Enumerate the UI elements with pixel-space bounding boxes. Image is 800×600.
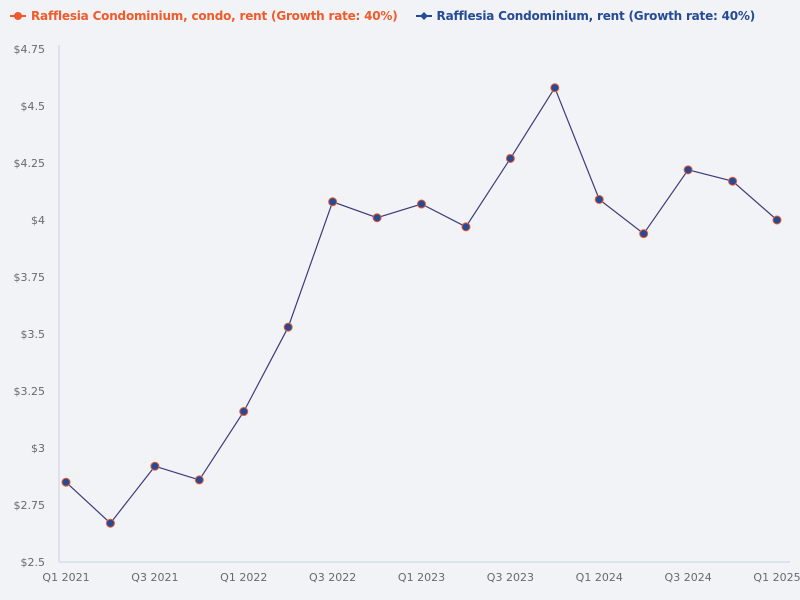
legend-label-condo-rent: Rafflesia Condominium, condo, rent (Grow…: [31, 9, 398, 23]
data-point[interactable]: [105, 518, 115, 528]
data-point[interactable]: [550, 83, 560, 93]
diamond-marker-icon: [415, 12, 432, 20]
x-tick-label: Q1 2021: [42, 571, 89, 584]
data-point[interactable]: [728, 176, 738, 186]
y-tick-label: $2.75: [14, 499, 46, 512]
x-axis: Q1 2021 Q3 2021 Q1 2022 Q3 2022 Q1 2023 Q3 20…: [42, 561, 800, 584]
y-tick-label: $3: [31, 442, 45, 455]
data-point[interactable]: [594, 194, 604, 204]
chart-legend: Rafflesia Condominium, condo, rent (Grow…: [10, 9, 773, 23]
data-point[interactable]: [683, 165, 693, 175]
x-tick-label: Q1 2025: [753, 571, 800, 584]
x-tick-label: Q3 2023: [487, 571, 534, 584]
x-tick-label: Q1 2022: [220, 571, 267, 584]
y-tick-label: $3.75: [14, 271, 46, 284]
y-tick-label: $4: [31, 214, 45, 227]
data-point[interactable]: [639, 229, 649, 239]
data-point[interactable]: [772, 215, 782, 225]
circle-marker-icon: [10, 12, 26, 20]
data-point[interactable]: [461, 222, 471, 232]
x-tick-label: Q3 2022: [309, 571, 356, 584]
y-tick-label: $2.5: [21, 556, 46, 569]
x-tick-label: Q1 2024: [576, 571, 623, 584]
y-tick-label: $3.5: [21, 328, 46, 341]
data-point[interactable]: [194, 475, 204, 485]
legend-label-rent: Rafflesia Condominium, rent (Growth rate…: [436, 9, 756, 23]
series-line: [65, 86, 778, 525]
y-tick-label: $4.75: [14, 43, 46, 56]
data-point[interactable]: [283, 322, 293, 332]
series-layer: [61, 83, 782, 528]
y-tick-label: $3.25: [14, 385, 46, 398]
y-axis: $2.5 $2.75 $3 $3.25 $3.5 $3.75 $4 $4.25 $4.5 $4.7…: [14, 43, 60, 569]
data-point[interactable]: [328, 197, 338, 207]
data-point[interactable]: [150, 461, 160, 471]
x-tick-label: Q3 2024: [665, 571, 712, 584]
x-tick-label: Q3 2021: [131, 571, 178, 584]
data-point[interactable]: [239, 407, 249, 417]
data-point[interactable]: [505, 153, 515, 163]
y-tick-label: $4.25: [14, 157, 46, 170]
legend-item-rent[interactable]: Rafflesia Condominium, rent (Growth rate…: [415, 9, 756, 23]
x-tick-label: Q1 2023: [398, 571, 445, 584]
data-point[interactable]: [372, 213, 382, 223]
y-tick-label: $4.5: [21, 100, 46, 113]
data-point[interactable]: [61, 477, 71, 487]
data-point[interactable]: [417, 199, 426, 209]
legend-item-condo-rent[interactable]: Rafflesia Condominium, condo, rent (Grow…: [10, 9, 398, 23]
